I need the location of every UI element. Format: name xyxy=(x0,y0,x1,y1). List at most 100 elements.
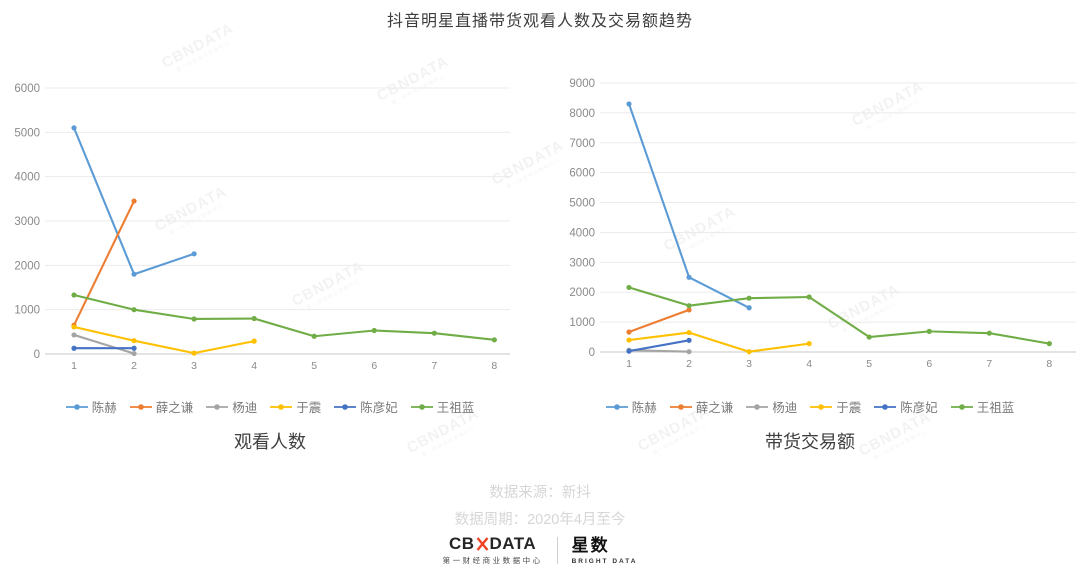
x-axis-label: 4 xyxy=(251,360,257,372)
data-point xyxy=(626,329,632,335)
data-source-note: 数据来源：新抖 xyxy=(489,485,591,501)
data-point xyxy=(626,284,632,291)
x-axis-label: 7 xyxy=(986,358,992,370)
legend-label: 陈赫 xyxy=(631,401,657,415)
data-point xyxy=(806,341,812,347)
legend-item-3: 于震 xyxy=(810,397,861,416)
legend-label: 陈彦妃 xyxy=(900,401,938,415)
data-point xyxy=(71,332,77,338)
y-axis-label: 6000 xyxy=(569,168,595,180)
legend-marker-icon xyxy=(410,403,433,410)
y-axis-label: 2000 xyxy=(569,287,595,299)
x-axis-label: 4 xyxy=(806,358,812,370)
series-line-1 xyxy=(72,200,136,327)
y-axis-label: 7000 xyxy=(569,138,595,150)
series-line-2 xyxy=(627,349,691,353)
y-axis-label: 5000 xyxy=(14,127,40,139)
page-title: 抖音明星直播带货观看人数及交易额趋势 xyxy=(386,13,693,30)
brightdata-logo: 星数 BRIGHT DATA xyxy=(572,537,638,565)
legend-label: 杨迪 xyxy=(232,401,258,415)
legend-marker-icon xyxy=(206,403,229,410)
series-line-5 xyxy=(627,286,1051,345)
data-point xyxy=(626,337,632,343)
x-axis-label: 6 xyxy=(926,358,932,370)
data-point xyxy=(431,330,437,336)
data-point xyxy=(131,345,137,351)
cbndata-n-icon xyxy=(476,536,488,551)
data-point xyxy=(866,334,872,340)
y-axis-label: 1000 xyxy=(14,305,40,317)
legend-item-2: 杨迪 xyxy=(206,397,257,416)
series-line-1 xyxy=(627,308,691,334)
y-axis-label: 0 xyxy=(34,349,40,361)
gmv-chart-title: 带货交易额 xyxy=(765,432,855,452)
legend-marker-icon xyxy=(605,403,628,410)
y-axis-label: 8000 xyxy=(569,108,595,120)
legend-marker-icon xyxy=(746,403,769,410)
data-point xyxy=(686,303,692,309)
data-point xyxy=(686,307,692,313)
legend-item-4: 陈彦妃 xyxy=(334,397,398,416)
y-axis-label: 1000 xyxy=(569,317,595,329)
x-axis-label: 5 xyxy=(866,358,872,370)
data-point xyxy=(131,307,137,313)
cbndata-logo-text: CB DATA xyxy=(443,535,543,552)
data-point xyxy=(71,292,77,298)
data-point xyxy=(371,327,377,334)
x-axis-label: 2 xyxy=(131,360,137,372)
data-point xyxy=(191,316,197,322)
brightdata-logo-subtitle: BRIGHT DATA xyxy=(571,557,638,565)
legend-item-0: 陈赫 xyxy=(605,397,657,416)
legend-label: 于震 xyxy=(296,401,322,415)
x-axis-label: 3 xyxy=(746,358,752,370)
data-point xyxy=(686,329,692,336)
legend-marker-icon xyxy=(669,403,692,410)
cbndata-logo: CB DATA 第一财经商业数据中心 xyxy=(443,535,543,566)
cbndata-logo-left: CB xyxy=(448,534,475,553)
cbndata-logo-right: DATA xyxy=(489,534,537,553)
series-line-4 xyxy=(627,339,691,353)
data-point xyxy=(1046,341,1052,347)
data-point xyxy=(71,324,77,330)
series-line-5 xyxy=(72,293,496,341)
legend-label: 王祖蓝 xyxy=(976,401,1015,415)
data-point xyxy=(191,251,197,257)
y-axis-label: 4000 xyxy=(569,227,595,239)
data-point xyxy=(251,338,257,344)
legend-marker-icon xyxy=(65,403,88,410)
data-point xyxy=(311,333,317,339)
legend-marker-icon xyxy=(129,403,152,410)
y-axis-label: 3000 xyxy=(569,257,595,269)
data-point xyxy=(626,348,632,354)
data-point xyxy=(806,294,812,300)
data-point xyxy=(251,315,257,322)
data-point xyxy=(686,274,692,280)
legend-item-3: 于震 xyxy=(270,397,321,416)
y-axis-label: 5000 xyxy=(569,198,595,210)
y-axis-label: 3000 xyxy=(14,216,40,228)
data-point xyxy=(131,338,137,344)
legend-label: 于震 xyxy=(836,401,862,415)
brightdata-logo-name: 星数 xyxy=(571,535,610,555)
x-axis-label: 8 xyxy=(491,360,497,372)
x-axis-label: 8 xyxy=(1046,358,1052,370)
data-point xyxy=(746,305,752,311)
gmv-chart-legend: 陈赫 薛之谦 杨迪 于震 陈彦妃 王祖蓝 xyxy=(540,397,1080,416)
legend-marker-icon xyxy=(270,403,293,410)
data-point xyxy=(71,125,77,131)
data-point xyxy=(746,295,752,301)
legend-label: 陈彦妃 xyxy=(360,401,398,415)
x-axis-label: 6 xyxy=(371,360,377,372)
series-line-3 xyxy=(627,331,811,353)
data-point xyxy=(131,198,137,204)
legend-marker-icon xyxy=(950,403,973,410)
x-axis-label: 1 xyxy=(626,358,632,370)
legend-label: 薛之谦 xyxy=(155,401,194,415)
x-axis-label: 5 xyxy=(311,360,317,372)
logo-divider xyxy=(556,537,558,564)
series-line-3 xyxy=(72,325,256,355)
legend-label: 薛之谦 xyxy=(695,401,734,415)
data-point xyxy=(686,349,692,355)
legend-label: 王祖蓝 xyxy=(436,401,475,415)
